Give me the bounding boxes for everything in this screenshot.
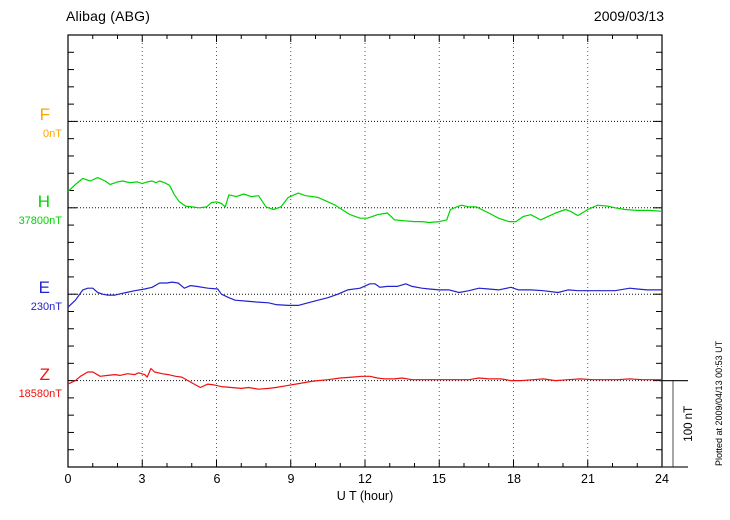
series-label-E: E xyxy=(38,278,50,297)
series-label-F: F xyxy=(39,105,50,124)
station-title: Alibag (ABG) xyxy=(66,8,151,24)
x-tick-label: 3 xyxy=(138,472,146,486)
x-tick-label: 12 xyxy=(358,472,372,486)
date-label: 2009/03/13 xyxy=(593,8,664,24)
trace-Z xyxy=(67,367,662,390)
x-tick-label: 15 xyxy=(432,472,446,486)
x-tick-label: 9 xyxy=(287,472,295,486)
plotted-at-label: Plotted at 2009/04/13 00:53 UT xyxy=(714,340,724,466)
series-baseline-value-F: 0nT xyxy=(43,128,62,140)
trace-E xyxy=(67,281,662,308)
x-tick-label: 21 xyxy=(581,472,595,486)
x-tick-label: 24 xyxy=(655,472,669,486)
series-baseline-value-H: 37800nT xyxy=(18,215,62,227)
trace-H xyxy=(67,177,663,224)
x-tick-label: 0 xyxy=(64,472,72,486)
scale-bar-label: 100 nT xyxy=(683,406,695,442)
x-tick-label: 18 xyxy=(507,472,521,486)
series-label-Z: Z xyxy=(39,365,50,384)
series-baseline-value-E: 230nT xyxy=(30,301,62,313)
series-baseline-value-Z: 18580nT xyxy=(18,388,62,400)
x-axis-title: U T (hour) xyxy=(336,489,394,503)
series-label-H: H xyxy=(37,192,50,211)
x-tick-label: 6 xyxy=(213,472,221,486)
